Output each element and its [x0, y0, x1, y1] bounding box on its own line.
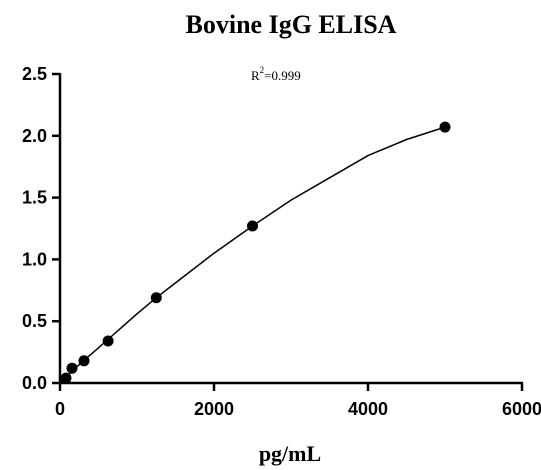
- data-point: [440, 122, 451, 133]
- y-tick-label: 0.0: [22, 373, 47, 393]
- x-tick-label: 0: [55, 399, 65, 419]
- x-tick-label: 6000: [502, 399, 541, 419]
- y-tick-label: 2.0: [22, 126, 47, 146]
- data-point: [61, 373, 72, 384]
- data-point: [151, 292, 162, 303]
- y-tick-label: 1.5: [22, 188, 47, 208]
- x-tick-label: 2000: [194, 399, 234, 419]
- data-point: [79, 355, 90, 366]
- fit-curve-line: [60, 127, 445, 383]
- y-tick-label: 2.5: [22, 64, 47, 84]
- data-point: [103, 336, 114, 347]
- chart-title: Bovine IgG ELISA: [186, 10, 397, 39]
- r-squared-base: R: [251, 68, 260, 83]
- r-squared-annotation: R2=0.999: [251, 65, 301, 83]
- x-axis-label: pg/mL: [259, 441, 321, 466]
- plot-area: 0.0 0.5 1.0 1.5 2.0 2.5 0 2000 4000 6000: [22, 64, 541, 419]
- r-squared-value: =0.999: [264, 68, 301, 83]
- y-tick-label: 1.0: [22, 249, 47, 269]
- x-tick-label: 4000: [348, 399, 388, 419]
- data-point: [247, 221, 258, 232]
- y-tick-label: 0.5: [22, 311, 47, 331]
- data-point: [67, 363, 78, 374]
